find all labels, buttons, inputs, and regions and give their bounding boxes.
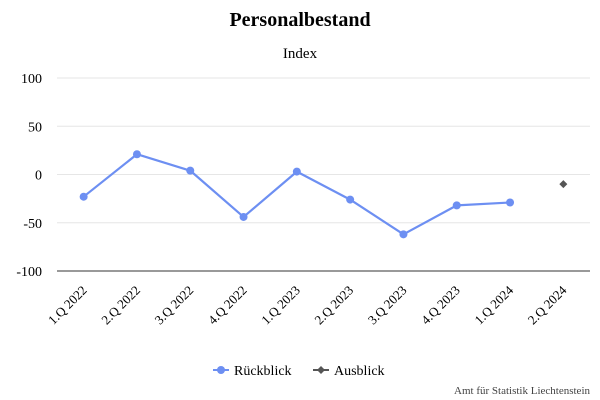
data-point	[132, 150, 141, 159]
data-point	[559, 180, 568, 189]
plot-area	[79, 150, 568, 239]
legend: Rückblick Ausblick	[213, 364, 385, 379]
grid	[57, 77, 590, 272]
chart-title: Personalbestand	[229, 9, 370, 31]
credit-text: Amt für Statistik Liechtenstein	[454, 385, 590, 397]
y-tick-label: 100	[21, 72, 42, 87]
y-tick-label: -100	[16, 265, 42, 280]
x-tick-label: 4.Q 2023	[418, 283, 463, 328]
y-tick-label: -50	[23, 217, 42, 232]
data-point	[292, 167, 301, 176]
chart-subtitle: Index	[283, 46, 318, 62]
x-tick-label: 3.Q 2022	[152, 283, 197, 328]
x-tick-label: 4.Q 2022	[205, 283, 250, 328]
legend-label: Rückblick	[234, 364, 292, 379]
x-tick-label: 2.Q 2024	[525, 282, 570, 327]
data-point	[79, 192, 88, 201]
data-point	[452, 201, 461, 210]
x-tick-label: 1.Q 2022	[45, 283, 90, 328]
data-point	[506, 198, 515, 207]
x-tick-label: 1.Q 2024	[471, 282, 516, 327]
y-axis: 100 50 0 -50 -100	[16, 72, 42, 280]
legend-item[interactable]: Rückblick	[213, 364, 292, 379]
legend-marker	[317, 366, 325, 374]
x-tick-label: 2.Q 2023	[311, 283, 356, 328]
data-point	[399, 230, 408, 239]
x-tick-label: 3.Q 2023	[365, 283, 410, 328]
x-tick-label: 2.Q 2022	[98, 283, 143, 328]
y-tick-label: 50	[28, 120, 42, 135]
legend-marker	[217, 366, 225, 374]
data-point	[186, 166, 195, 175]
legend-label: Ausblick	[334, 364, 385, 379]
data-point	[346, 195, 355, 204]
data-point	[239, 212, 248, 221]
x-axis: 1.Q 2022 2.Q 2022 3.Q 2022 4.Q 2022 1.Q 2023…	[45, 282, 570, 327]
legend-item[interactable]: Ausblick	[313, 364, 385, 379]
x-tick-label: 1.Q 2023	[258, 283, 303, 328]
y-tick-label: 0	[35, 169, 42, 184]
